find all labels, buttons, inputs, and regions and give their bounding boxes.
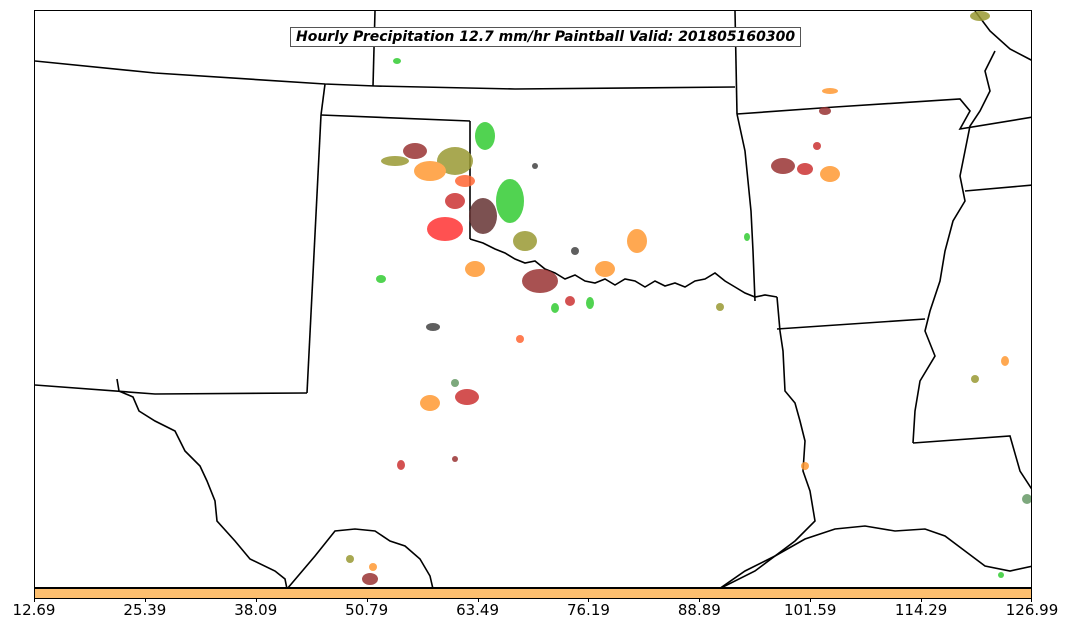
precip-blob [820,166,840,182]
precip-blob [571,247,579,255]
precip-blob [516,335,524,343]
precip-blob [565,296,575,306]
precip-blob [971,375,979,383]
border-co-ks [320,83,326,116]
precip-blob [414,161,446,181]
precip-blob [455,389,479,405]
colorbar-tick-label: 88.89 [677,601,721,619]
border-ar-south [776,318,926,330]
colorbar-tick-mark [1031,599,1032,602]
precip-blob [397,460,405,470]
precip-blob [426,323,440,331]
precip-blob [813,142,821,150]
precip-blob [437,147,473,175]
colorbar-tick-mark [34,599,35,602]
precip-blob [465,261,485,277]
precip-blob [445,193,465,209]
colorbar-tick-mark [810,599,812,602]
border-ar-north [736,98,1031,131]
colorbar-tick-mark [588,599,590,602]
gulf-coast [720,525,1031,587]
colorbar [34,588,1032,599]
state-boundaries [35,11,1031,587]
precip-blob [393,58,401,64]
border-ok-east [736,113,756,302]
precip-blob [451,379,459,387]
colorbar-tick-label: 101.59 [783,601,837,619]
precip-blob [1001,356,1009,366]
precip-blob [376,275,386,283]
precip-blob [420,395,440,411]
colorbar-tick-mark [255,599,257,602]
map-canvas [35,11,1031,587]
missouri-border-ne [974,11,1031,61]
precip-blob [627,229,647,253]
colorbar-tick-label: 12.69 [12,601,56,619]
colorbar-tick-label: 38.09 [234,601,278,619]
precip-blob [744,233,750,241]
precip-blob [532,163,538,169]
rio-grande [287,528,434,587]
map-title: Hourly Precipitation 12.7 mm/hr Paintbal… [290,27,802,47]
precip-blob [427,217,463,241]
precip-blob [362,573,378,585]
texas-border-west [116,378,288,587]
precip-blob [595,261,615,277]
precip-blob [522,269,558,293]
precip-blob [469,198,497,234]
precip-blob [801,462,809,470]
precip-blob [586,297,594,309]
precip-blob [998,572,1004,578]
colorbar-tick-label: 114.29 [894,601,948,619]
precip-blob [970,11,990,21]
border-co-ks-north [35,60,736,90]
precip-blob [771,158,795,174]
border-nm-east [306,114,322,394]
precip-blob [716,303,724,311]
precip-blob [496,179,524,223]
colorbar-tick-label: 63.49 [456,601,500,619]
precip-blob [346,555,354,563]
precip-blobs [346,11,1031,585]
map-panel: Hourly Precipitation 12.7 mm/hr Paintbal… [34,10,1032,588]
colorbar-tick-mark [366,599,368,602]
colorbar-tick-mark [921,599,923,602]
precip-blob [513,231,537,251]
border-ok-north [320,114,471,122]
border-ne-ks [372,11,376,87]
border-ms-tn [964,184,1031,192]
precip-blob [452,456,458,462]
red-river [469,238,778,298]
precip-blob [369,563,377,571]
precip-blob [819,107,831,115]
colorbar-tick-mark [477,599,479,602]
colorbar-tick-label: 25.39 [123,601,167,619]
precip-blob [797,163,813,175]
mississippi-river [912,50,996,444]
colorbar-tick-label: 126.99 [1005,601,1059,619]
colorbar-tick-mark [144,599,146,602]
precip-blob [403,143,427,159]
colorbar-tick-label: 50.79 [345,601,389,619]
precip-blob [551,303,559,313]
colorbar-tick-label: 76.19 [566,601,610,619]
precip-blob [1022,494,1031,504]
colorbar-tick-mark [699,599,701,602]
border-nm-south [35,384,308,395]
precip-blob [381,156,409,166]
precip-blob [455,175,475,187]
precip-blob [475,122,495,150]
border-la-ms [912,435,1031,490]
precip-blob [822,88,838,94]
border-tx-la [721,296,816,587]
